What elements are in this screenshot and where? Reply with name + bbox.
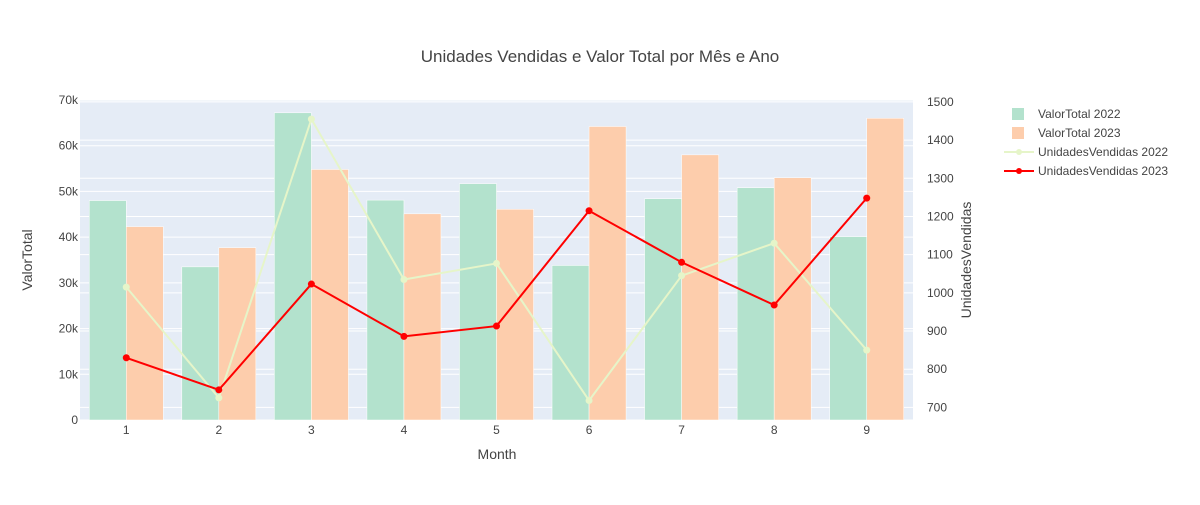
point-unidadesvendidas-2023[interactable] [215, 386, 223, 394]
point-unidadesvendidas-2023[interactable] [678, 258, 686, 266]
point-unidadesvendidas-2022[interactable] [863, 346, 871, 354]
x-tick-label: 2 [215, 423, 222, 437]
bar-valortotal-2023[interactable] [496, 209, 534, 421]
point-unidadesvendidas-2022[interactable] [493, 259, 500, 267]
point-unidadesvendidas-2023[interactable] [307, 280, 315, 288]
y-axis-left-title: ValorTotal [19, 229, 35, 290]
y-left-tick-label: 0 [71, 413, 78, 427]
legend-label-valortotal-2022[interactable]: ValorTotal 2022 [1038, 107, 1121, 121]
y-right-tick-label: 900 [927, 324, 947, 338]
x-axis-title: Month [478, 446, 517, 462]
point-unidadesvendidas-2023[interactable] [585, 207, 593, 215]
x-tick-label: 4 [401, 423, 408, 437]
y-right-tick-label: 1400 [927, 133, 954, 147]
legend[interactable]: ValorTotal 2022 ValorTotal 2023 UnidadesVe… [1004, 107, 1168, 178]
point-unidadesvendidas-2022[interactable] [122, 283, 130, 291]
point-unidadesvendidas-2023[interactable] [400, 332, 408, 340]
y-right-tick-label: 1100 [927, 248, 953, 262]
x-tick-label: 8 [771, 423, 778, 437]
bar-valortotal-2023[interactable] [866, 118, 904, 421]
bar-valortotal-2022[interactable] [366, 199, 405, 421]
y-left-tick-label: 40k [59, 230, 79, 244]
y-axis-right-title: UnidadesVendidas [958, 202, 974, 319]
point-unidadesvendidas-2023[interactable] [493, 322, 500, 330]
x-tick-label: 3 [308, 423, 315, 437]
point-unidadesvendidas-2022[interactable] [678, 272, 686, 280]
point-unidadesvendidas-2022[interactable] [307, 115, 315, 123]
y-left-tick-label: 60k [59, 139, 79, 153]
point-unidadesvendidas-2022[interactable] [770, 239, 778, 247]
legend-label-unidadesvendidas-2023[interactable]: UnidadesVendidas 2023 [1038, 164, 1168, 178]
point-unidadesvendidas-2022[interactable] [585, 397, 593, 405]
bar-valortotal-2022[interactable] [274, 112, 312, 421]
y-right-tick-label: 1200 [927, 209, 954, 223]
legend-swatch-valortotal-2023[interactable] [1012, 127, 1024, 139]
point-unidadesvendidas-2023[interactable] [122, 354, 130, 362]
legend-swatch-valortotal-2022[interactable] [1012, 108, 1024, 120]
point-unidadesvendidas-2023[interactable] [770, 301, 778, 309]
point-unidadesvendidas-2022[interactable] [215, 394, 223, 402]
bar-valortotal-2023[interactable] [588, 126, 627, 421]
y-left-tick-label: 70k [59, 93, 79, 107]
y-right-tick-label: 700 [927, 400, 947, 414]
chart-title: Unidades Vendidas e Valor Total por Mês … [421, 47, 780, 66]
legend-label-valortotal-2023[interactable]: ValorTotal 2023 [1038, 126, 1121, 140]
bar-valortotal-2023[interactable] [403, 213, 442, 421]
x-tick-label: 9 [863, 423, 870, 437]
y-right-tick-label: 1300 [927, 171, 954, 185]
x-tick-label: 7 [678, 423, 685, 437]
point-unidadesvendidas-2022[interactable] [400, 275, 408, 283]
bar-valortotal-2022[interactable] [644, 198, 682, 421]
bar-valortotal-2023[interactable] [218, 247, 257, 421]
y-right-tick-label: 1500 [927, 95, 954, 109]
y-left-tick-label: 20k [59, 322, 79, 336]
x-tick-label: 5 [493, 423, 500, 437]
bar-valortotal-2022[interactable] [459, 183, 497, 421]
bar-valortotal-2022[interactable] [736, 187, 775, 421]
legend-marker-unidadesvendidas-2022 [1016, 149, 1022, 155]
x-tick-label: 6 [586, 423, 593, 437]
point-unidadesvendidas-2023[interactable] [863, 194, 871, 202]
bar-valortotal-2023[interactable] [681, 154, 719, 421]
legend-label-unidadesvendidas-2022[interactable]: UnidadesVendidas 2022 [1038, 145, 1168, 159]
y-right-tick-label: 1000 [927, 286, 954, 300]
x-tick-label: 1 [123, 423, 130, 437]
y-left-tick-label: 30k [59, 276, 79, 290]
legend-marker-unidadesvendidas-2023 [1016, 168, 1022, 174]
y-left-tick-label: 10k [59, 367, 79, 381]
y-left-tick-label: 50k [59, 184, 79, 198]
bar-valortotal-2022[interactable] [89, 200, 127, 421]
y-right-tick-label: 800 [927, 362, 947, 376]
bar-valortotal-2022[interactable] [181, 266, 220, 421]
bar-valortotal-2022[interactable] [551, 265, 590, 421]
